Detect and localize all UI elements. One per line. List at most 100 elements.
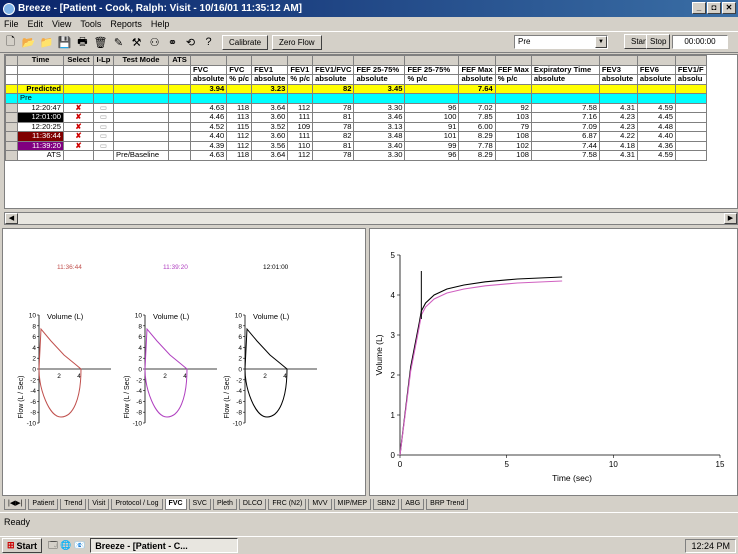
table-row[interactable]: ATS Pre/Baseline 4.63 118 3.64 112 78 3.30 96 8.2… bbox=[5, 150, 707, 161]
table-row[interactable]: 12:01:00 ✘ ▭ 4.46 113 3.60 111 81 3.46 100 7.85 103… bbox=[5, 112, 707, 123]
select-checkbox[interactable]: ✘ bbox=[63, 121, 94, 132]
col-header[interactable]: FEV1 bbox=[251, 64, 289, 75]
menu-reports[interactable]: Reports bbox=[110, 19, 142, 29]
open-icon[interactable]: 📂 bbox=[21, 36, 36, 49]
select-checkbox[interactable] bbox=[63, 150, 94, 161]
new-icon[interactable]: 🗋 bbox=[6, 35, 15, 48]
row-header[interactable] bbox=[5, 121, 18, 132]
col-header[interactable]: Select bbox=[63, 55, 94, 66]
edit-icon[interactable]: ✎ bbox=[113, 36, 124, 49]
col-header[interactable]: Expiratory Time bbox=[530, 64, 600, 75]
start-button[interactable]: ⊞ Start bbox=[2, 538, 43, 553]
stop-button[interactable]: Stop bbox=[646, 34, 671, 49]
row-header[interactable] bbox=[5, 102, 18, 113]
loop-tick-label: -4 bbox=[136, 388, 142, 395]
ilp-checkbox[interactable]: ▭ bbox=[93, 140, 114, 151]
menu-edit[interactable]: Edit bbox=[27, 19, 44, 29]
select-checkbox[interactable]: ✘ bbox=[63, 131, 94, 142]
ilp-checkbox[interactable]: ▭ bbox=[93, 121, 114, 132]
col-header[interactable]: FEV1 bbox=[287, 64, 314, 75]
tab-visit[interactable]: Visit bbox=[88, 498, 110, 510]
tab-sbn2[interactable]: SBN2 bbox=[373, 498, 400, 510]
tab-pleth[interactable]: Pleth bbox=[212, 498, 237, 510]
col-header[interactable]: FEF Max bbox=[494, 64, 532, 75]
people-icon[interactable]: ⚇ bbox=[149, 36, 160, 49]
col-header[interactable]: FEV1/F bbox=[674, 64, 707, 75]
tab-mvv[interactable]: MVV bbox=[308, 498, 332, 510]
loop-tick-label: 10 bbox=[235, 313, 243, 320]
ilp-checkbox[interactable] bbox=[93, 150, 114, 161]
col-header[interactable]: FEV3 bbox=[598, 64, 638, 75]
cell-value: 7.02 bbox=[458, 102, 496, 113]
table-row[interactable]: 12:20:47 ✘ ▭ 4.63 118 3.64 112 78 3.30 96 7.02 92 7.… bbox=[5, 102, 707, 113]
col-header[interactable]: FEF 25-75% bbox=[404, 64, 460, 75]
col-header[interactable]: FEF 25-75% bbox=[353, 64, 406, 75]
row-header[interactable] bbox=[5, 140, 18, 151]
tab-fvc[interactable]: FVC bbox=[164, 498, 187, 510]
col-header[interactable]: FEF Max bbox=[458, 64, 496, 75]
col-header[interactable]: FVC bbox=[226, 64, 253, 75]
close-button[interactable]: ✕ bbox=[722, 2, 736, 14]
col-header[interactable]: FEV1/FVC bbox=[312, 64, 355, 75]
table-row[interactable]: 11:39:20 ✘ ▭ 4.39 112 3.56 110 81 3.40 99 7.78 102 7… bbox=[5, 140, 707, 151]
save-icon[interactable]: 💾 bbox=[57, 36, 72, 49]
menu-help[interactable]: Help bbox=[150, 19, 170, 29]
ilp-checkbox[interactable]: ▭ bbox=[93, 102, 114, 113]
menu-view[interactable]: View bbox=[52, 19, 72, 29]
scroll-left-icon[interactable]: ◀ bbox=[5, 213, 18, 224]
tab-trend[interactable]: Trend bbox=[60, 498, 87, 510]
ilp-checkbox[interactable]: ▭ bbox=[93, 131, 114, 142]
tab-mip-mep[interactable]: MIP/MEP bbox=[333, 498, 372, 510]
minimize-button[interactable]: _ bbox=[692, 2, 706, 14]
help-icon[interactable]: ? bbox=[205, 36, 212, 48]
taskbar-task-breeze[interactable]: Breeze - [Patient - C... bbox=[90, 538, 239, 553]
chevron-down-icon[interactable]: ▼ bbox=[595, 36, 607, 48]
delete-icon[interactable]: 🗑 bbox=[93, 36, 108, 49]
horizontal-scrollbar[interactable]: ◀ ▶ bbox=[4, 212, 738, 225]
cell-value: 99 bbox=[404, 140, 460, 151]
tab-patient[interactable]: Patient bbox=[28, 498, 59, 510]
tab-protocol-log[interactable]: Protocol / Log bbox=[111, 498, 163, 510]
phase-select[interactable]: Pre ▼ bbox=[514, 35, 608, 49]
tab-frc[interactable]: FRC (N2) bbox=[268, 498, 307, 510]
col-header[interactable]: FVC bbox=[189, 64, 228, 75]
col-header[interactable]: Time bbox=[17, 55, 64, 66]
table-row[interactable]: 12:20:25 ✘ ▭ 4.52 115 3.52 109 78 3.13 91 6.00 79 7.… bbox=[5, 121, 707, 132]
cell-value: 91 bbox=[404, 121, 460, 132]
select-checkbox[interactable]: ✘ bbox=[63, 112, 94, 123]
zero-flow-button[interactable]: Zero Flow bbox=[272, 34, 322, 50]
col-header[interactable]: ATS bbox=[168, 55, 191, 66]
tab-abg[interactable]: ABG bbox=[401, 498, 425, 510]
menu-file[interactable]: File bbox=[4, 19, 19, 29]
cell-value bbox=[674, 102, 707, 113]
link-icon[interactable]: ⚭ bbox=[167, 36, 178, 49]
volume-time-panel: 0 1 2 3 4 5 0 5 10 15 Time (sec) Volume (L) bbox=[369, 228, 738, 496]
restore-button[interactable]: ◘ bbox=[707, 2, 721, 14]
table-row[interactable]: 11:36:44 ✘ ▭ 4.40 112 3.60 111 82 3.48 101 8.29 108… bbox=[5, 131, 707, 142]
cell-value: 7.85 bbox=[458, 112, 496, 123]
row-header[interactable] bbox=[5, 112, 18, 123]
select-checkbox[interactable]: ✘ bbox=[63, 102, 94, 113]
print-icon[interactable]: 🖶 bbox=[77, 35, 88, 48]
tab-dlco[interactable]: DLCO bbox=[238, 498, 267, 510]
menu-tools[interactable]: Tools bbox=[80, 19, 102, 29]
cell-ats bbox=[168, 150, 191, 161]
row-header[interactable] bbox=[5, 131, 18, 142]
ilp-checkbox[interactable]: ▭ bbox=[93, 112, 114, 123]
folder-icon[interactable]: 📁 bbox=[39, 36, 54, 49]
quicklaunch-icon[interactable]: 🗔 🌐 📧 bbox=[48, 539, 86, 550]
col-header[interactable]: FEV6 bbox=[636, 64, 676, 75]
tab-nav-icon[interactable]: |◀▶| bbox=[4, 498, 27, 510]
select-checkbox[interactable]: ✘ bbox=[63, 140, 94, 151]
calibrate-button[interactable]: Calibrate bbox=[222, 34, 269, 50]
row-header[interactable] bbox=[5, 150, 18, 161]
cell-value: 78 bbox=[312, 121, 355, 132]
loop-tick-label: -4 bbox=[236, 388, 242, 395]
col-header[interactable]: I-Lp bbox=[93, 55, 114, 66]
flow-icon[interactable]: ⟲ bbox=[185, 36, 196, 49]
tab-brp-trend[interactable]: BRP Trend bbox=[426, 498, 469, 510]
tool-icon[interactable]: ⚒ bbox=[131, 36, 142, 49]
col-header[interactable]: Test Mode bbox=[113, 55, 169, 66]
tab-svc[interactable]: SVC bbox=[188, 498, 211, 510]
scroll-right-icon[interactable]: ▶ bbox=[724, 213, 737, 224]
